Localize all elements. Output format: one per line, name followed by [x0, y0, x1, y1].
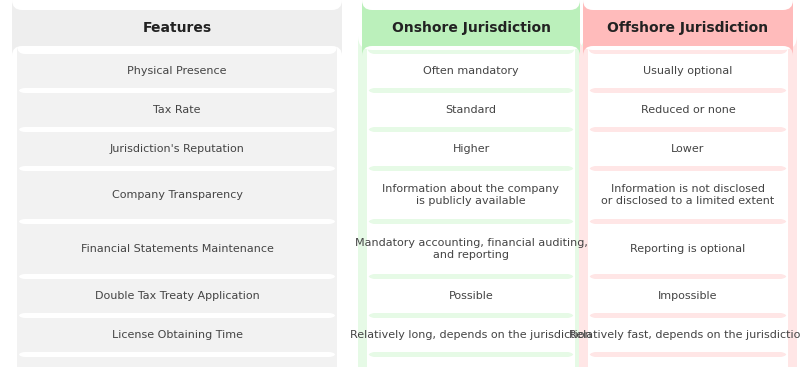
Text: Double Tax Treaty Application: Double Tax Treaty Application [94, 291, 259, 301]
Text: Usually optional: Usually optional [643, 66, 733, 76]
Text: License Obtaining Time: License Obtaining Time [111, 330, 242, 340]
Text: Financial Statements Maintenance: Financial Statements Maintenance [81, 244, 274, 254]
Text: Reporting is optional: Reporting is optional [630, 244, 746, 254]
FancyBboxPatch shape [12, 0, 342, 56]
FancyBboxPatch shape [588, 85, 788, 135]
FancyBboxPatch shape [588, 163, 788, 227]
FancyBboxPatch shape [17, 216, 337, 282]
Text: Information about the company
is publicly available: Information about the company is publicl… [382, 184, 559, 206]
Text: Impossible: Impossible [658, 291, 718, 301]
FancyBboxPatch shape [367, 216, 575, 282]
FancyBboxPatch shape [588, 124, 788, 174]
FancyBboxPatch shape [367, 85, 575, 135]
FancyBboxPatch shape [17, 349, 337, 367]
Text: Physical Presence: Physical Presence [127, 66, 226, 76]
Text: Standard: Standard [446, 105, 497, 115]
Text: Tax Rate: Tax Rate [154, 105, 201, 115]
Text: Higher: Higher [452, 144, 490, 154]
Text: Possible: Possible [449, 291, 494, 301]
Text: Mandatory accounting, financial auditing,
and reporting: Mandatory accounting, financial auditing… [354, 238, 587, 260]
FancyBboxPatch shape [583, 0, 793, 56]
Text: Jurisdiction's Reputation: Jurisdiction's Reputation [110, 144, 245, 154]
Text: Information is not disclosed
or disclosed to a limited extent: Information is not disclosed or disclose… [602, 184, 774, 206]
FancyBboxPatch shape [17, 310, 337, 360]
Text: Relatively fast, depends on the jurisdiction: Relatively fast, depends on the jurisdic… [569, 330, 800, 340]
FancyBboxPatch shape [367, 310, 575, 360]
Text: Reduced or none: Reduced or none [641, 105, 735, 115]
Text: Often mandatory: Often mandatory [423, 66, 519, 76]
FancyBboxPatch shape [358, 36, 584, 367]
Text: Offshore Jurisdiction: Offshore Jurisdiction [607, 21, 769, 35]
FancyBboxPatch shape [579, 36, 797, 367]
FancyBboxPatch shape [367, 271, 575, 321]
FancyBboxPatch shape [588, 349, 788, 367]
FancyBboxPatch shape [367, 349, 575, 367]
FancyBboxPatch shape [367, 124, 575, 174]
Text: Lower: Lower [671, 144, 705, 154]
FancyBboxPatch shape [588, 46, 788, 96]
FancyBboxPatch shape [588, 216, 788, 282]
FancyBboxPatch shape [17, 124, 337, 174]
Text: Onshore Jurisdiction: Onshore Jurisdiction [391, 21, 550, 35]
FancyBboxPatch shape [367, 163, 575, 227]
FancyBboxPatch shape [588, 310, 788, 360]
FancyBboxPatch shape [362, 0, 580, 56]
FancyBboxPatch shape [17, 46, 337, 96]
FancyBboxPatch shape [588, 271, 788, 321]
FancyBboxPatch shape [367, 46, 575, 96]
FancyBboxPatch shape [17, 163, 337, 227]
FancyBboxPatch shape [17, 85, 337, 135]
Text: Features: Features [142, 21, 211, 35]
FancyBboxPatch shape [17, 271, 337, 321]
Text: Company Transparency: Company Transparency [111, 190, 242, 200]
Text: Relatively long, depends on the jurisdiction: Relatively long, depends on the jurisdic… [350, 330, 592, 340]
